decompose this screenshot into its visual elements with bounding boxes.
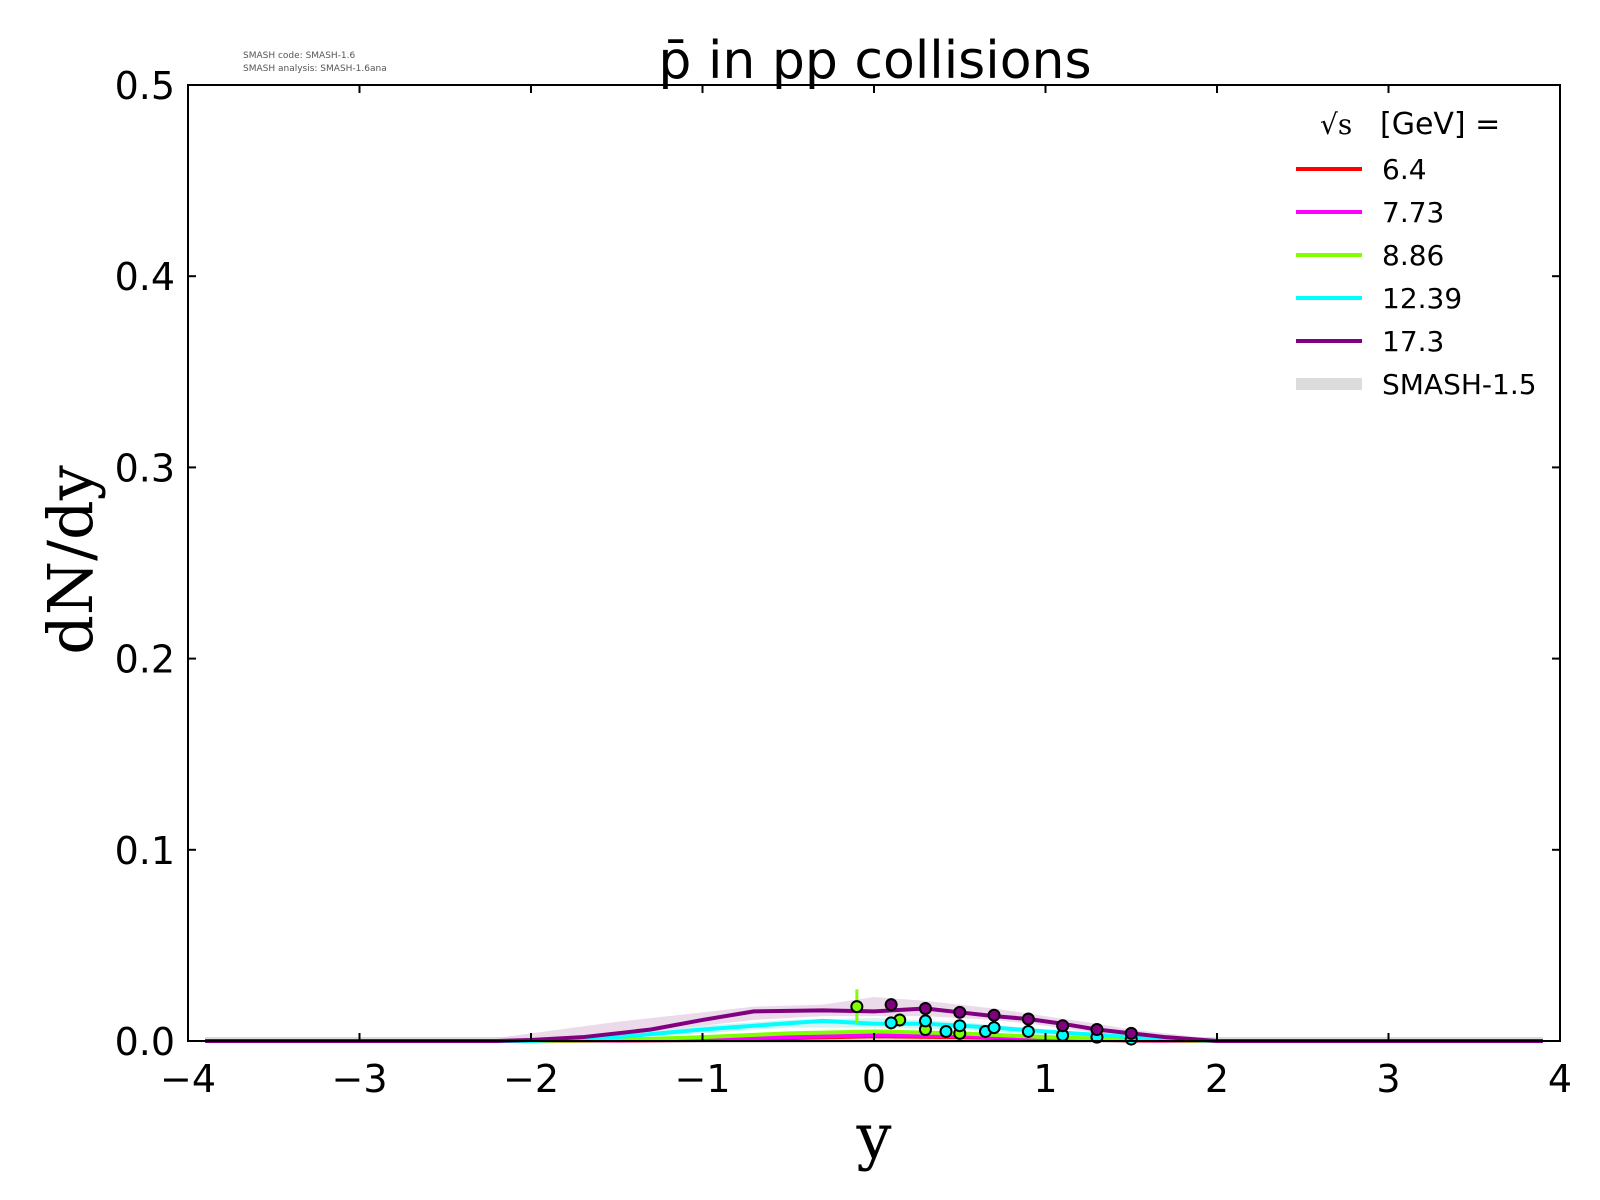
legend-label-7.73: 7.73 bbox=[1382, 196, 1444, 229]
legend: √s [GeV] = 6.4 7.73 8.86 12.39 17.3 SMASH-1.5 bbox=[1296, 107, 1537, 401]
data-point-12.39 bbox=[939, 1024, 953, 1038]
data-point-8.86 bbox=[850, 1000, 864, 1014]
data-point-17.3 bbox=[1056, 1019, 1070, 1033]
y-axis: 0.0 0.1 0.2 0.3 0.4 0.5 bbox=[115, 64, 1560, 1064]
data-point-17.3 bbox=[1090, 1023, 1104, 1037]
x-tick-label: 3 bbox=[1376, 1057, 1400, 1101]
data-point-17.3 bbox=[884, 998, 898, 1012]
x-axis-label: y bbox=[855, 1100, 891, 1173]
reference-band-0 bbox=[205, 997, 1543, 1041]
data-point-17.3 bbox=[1021, 1012, 1035, 1026]
x-tick-label: −2 bbox=[503, 1057, 559, 1101]
chart-title: p̄ in pp collisions bbox=[658, 31, 1091, 91]
sqrt-s-symbol: √s bbox=[1320, 108, 1352, 141]
data-point-12.39 bbox=[884, 1016, 898, 1030]
legend-title: [GeV] = bbox=[1380, 107, 1500, 142]
x-tick-label: 4 bbox=[1548, 1057, 1572, 1101]
version-line-2: SMASH analysis: SMASH-1.6ana bbox=[243, 64, 387, 74]
y-tick-label: 0.4 bbox=[115, 255, 175, 299]
data-point-17.3 bbox=[953, 1005, 967, 1019]
legend-label-6.4: 6.4 bbox=[1382, 153, 1427, 186]
legend-label-12.39: 12.39 bbox=[1382, 282, 1462, 315]
data-point-17.3 bbox=[987, 1008, 1001, 1022]
x-axis: −4 −3 −2 −1 0 1 2 3 4 bbox=[160, 85, 1572, 1101]
y-tick-label: 0.1 bbox=[115, 829, 175, 873]
data-point-12.39 bbox=[1021, 1024, 1035, 1038]
x-tick-label: −1 bbox=[674, 1057, 730, 1101]
legend-items: 6.4 7.73 8.86 12.39 17.3 SMASH-1.5 bbox=[1296, 153, 1537, 401]
y-tick-label: 0.0 bbox=[115, 1020, 175, 1064]
x-tick-label: 2 bbox=[1205, 1057, 1229, 1101]
y-tick-label: 0.3 bbox=[115, 446, 175, 490]
legend-label-17.3: 17.3 bbox=[1382, 325, 1444, 358]
data-point-12.39 bbox=[987, 1021, 1001, 1035]
data-point-17.3 bbox=[1124, 1026, 1138, 1040]
data-point-17.3 bbox=[918, 1001, 932, 1015]
version-line-1: SMASH code: SMASH-1.6 bbox=[243, 51, 356, 61]
x-tick-label: 1 bbox=[1033, 1057, 1057, 1101]
legend-label-8.86: 8.86 bbox=[1382, 239, 1444, 272]
x-tick-label: 0 bbox=[862, 1057, 886, 1101]
data-points bbox=[850, 989, 1138, 1046]
legend-label-SMASH-1.5: SMASH-1.5 bbox=[1382, 368, 1537, 401]
data-point-12.39 bbox=[953, 1019, 967, 1033]
x-tick-label: −4 bbox=[160, 1057, 216, 1101]
plot-frame bbox=[187, 84, 1561, 1042]
y-tick-label: 0.5 bbox=[115, 64, 175, 108]
y-axis-label: dN/dy bbox=[34, 465, 107, 655]
y-tick-label: 0.2 bbox=[115, 638, 175, 682]
data-point-12.39 bbox=[918, 1014, 932, 1028]
x-tick-label: −3 bbox=[331, 1057, 387, 1101]
